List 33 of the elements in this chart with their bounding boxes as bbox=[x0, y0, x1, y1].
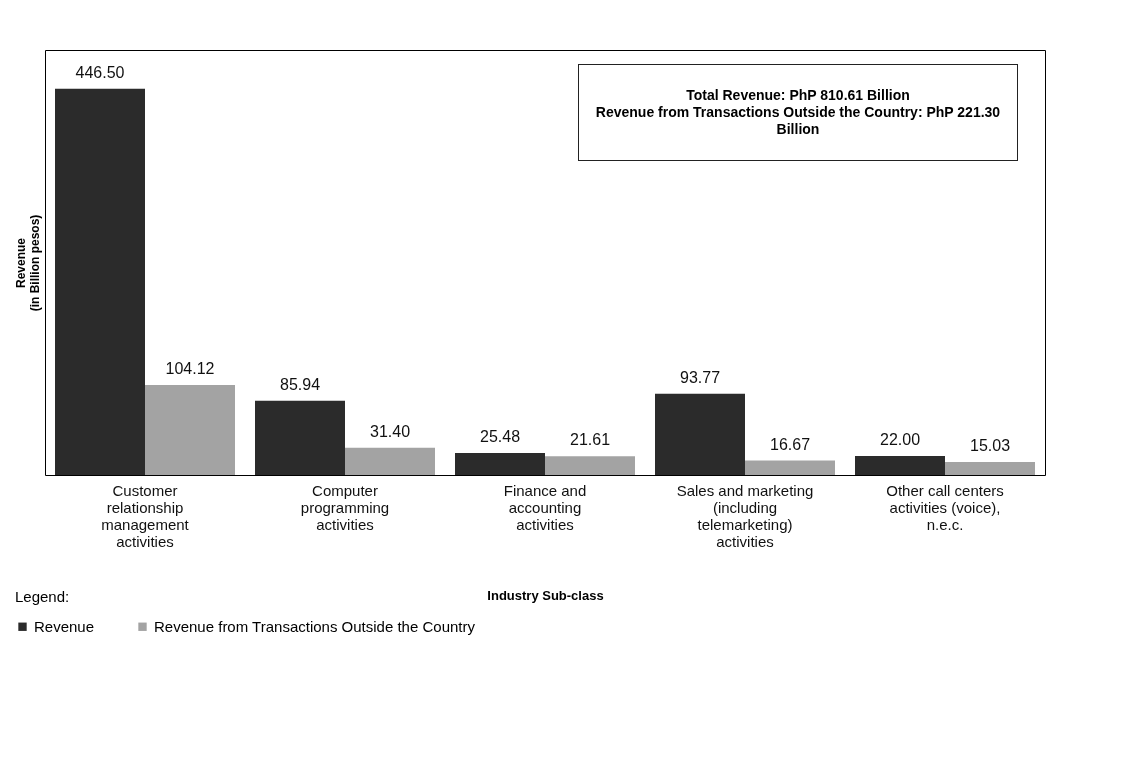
data-label: 31.40 bbox=[369, 422, 411, 440]
legend-title: Legend: bbox=[15, 588, 70, 605]
annotation: Revenue from Transactions Outside the Country: PhP 221.30 Billion bbox=[594, 104, 1002, 138]
bar bbox=[455, 452, 545, 475]
data-label: 93.77 bbox=[679, 368, 721, 386]
data-label: 16.67 bbox=[769, 435, 811, 453]
bar bbox=[855, 455, 945, 475]
data-label: 22.00 bbox=[879, 430, 921, 448]
x-tick-label: Computer programming activities bbox=[300, 481, 390, 533]
legend-label: Revenue from Transactions Outside the Country bbox=[154, 617, 476, 635]
legend-label: Revenue bbox=[34, 617, 95, 635]
data-label: 25.48 bbox=[479, 427, 521, 445]
x-axis-title: Industry Sub-class bbox=[487, 587, 604, 603]
x-tick-label: Sales and marketing (including telemarketing) activities bbox=[676, 481, 814, 550]
y-axis-title: Revenue (in Billion pesos) bbox=[13, 214, 42, 312]
bar bbox=[255, 400, 345, 475]
data-label: 21.61 bbox=[569, 431, 611, 449]
bar bbox=[545, 456, 635, 475]
data-label: 446.50 bbox=[75, 63, 125, 81]
bar bbox=[655, 393, 745, 475]
bar bbox=[145, 384, 235, 475]
annotation: Total Revenue: PhP 810.61 Billion bbox=[685, 87, 911, 104]
x-tick-label: Customer relationship management activities bbox=[101, 481, 190, 550]
note-box: Total Revenue: PhP 810.61 Billion Revenue from Transactions Outside the Country: PhP 221.30 Billion bbox=[578, 64, 1018, 161]
bar bbox=[745, 460, 835, 475]
x-tick-label: Finance and accounting activities bbox=[503, 481, 587, 533]
x-tick-label: Other call centers activities (voice), n.e.c. bbox=[886, 481, 1004, 533]
data-label: 104.12 bbox=[165, 359, 215, 377]
data-label: 15.03 bbox=[969, 436, 1011, 454]
bar bbox=[55, 88, 145, 475]
bar bbox=[345, 447, 435, 475]
data-label: 85.94 bbox=[279, 375, 321, 393]
bar bbox=[945, 461, 1035, 475]
